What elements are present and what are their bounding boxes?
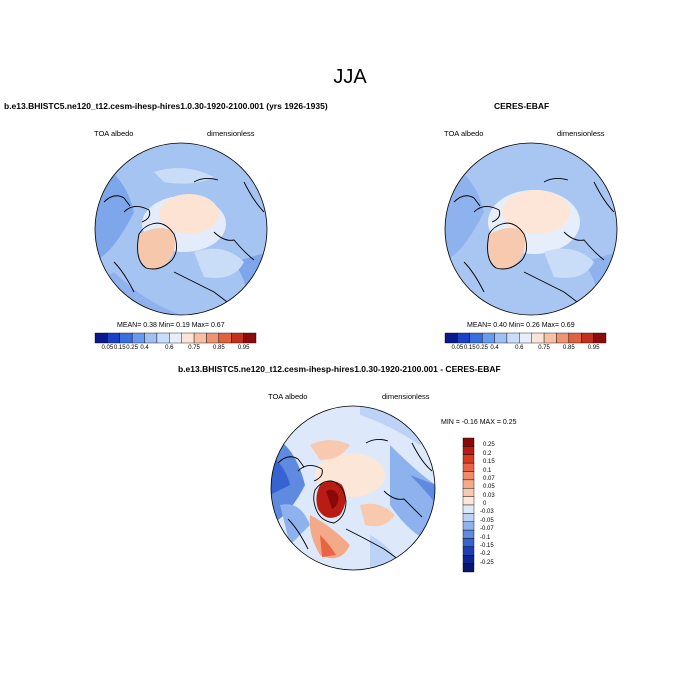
model-panel-title: b.e13.BHISTC5.ne120_t12.cesm-ihesp-hires… — [4, 101, 328, 111]
colorbar-swatch — [462, 563, 475, 573]
colorbar-tick-label: -0.15 — [480, 542, 494, 549]
colorbar-swatch — [462, 521, 475, 531]
colorbar-tick-label: 0.05 — [101, 345, 114, 351]
diff-colorbar-labels: 0.25 0.2 0.15 0.1 0.07 0.05 0.03 0 -0.03 -0.05 -0.… — [480, 438, 520, 572]
colorbar-swatch — [231, 332, 244, 344]
colorbar-tick-label: 0.95 — [237, 345, 250, 351]
model-polar-map — [94, 142, 268, 316]
obs-variable-label: TOA albedo — [444, 129, 484, 138]
colorbar-tick-label: 0.25 — [476, 345, 488, 351]
colorbar-tick-label: -0.03 — [480, 509, 494, 516]
colorbar-tick-label: -0.1 — [480, 534, 491, 541]
colorbar-swatch — [462, 462, 475, 472]
colorbar-tick-label: 0.15 — [113, 345, 126, 351]
colorbar-swatch — [94, 332, 108, 344]
colorbar-swatch — [206, 332, 220, 344]
colorbar-tick-label: 0.15 — [483, 459, 495, 466]
colorbar-swatch — [462, 546, 475, 556]
diff-polar-map — [270, 405, 436, 571]
colorbar-tick-label: 0.25 — [483, 442, 495, 449]
colorbar-tick-label: 0.95 — [587, 345, 600, 351]
colorbar-swatch — [506, 332, 520, 344]
colorbar-swatch — [462, 446, 475, 455]
colorbar-tick-label: 0 — [483, 501, 487, 507]
colorbar-swatch — [131, 332, 145, 344]
colorbar-tick-label: 0.6 — [165, 345, 174, 351]
colorbar-swatch — [462, 555, 475, 564]
colorbar-swatch — [556, 332, 570, 344]
colorbar-swatch — [462, 538, 475, 548]
colorbar-swatch — [462, 454, 475, 464]
colorbar-swatch — [181, 332, 195, 344]
diff-colorbar — [462, 437, 475, 573]
obs-polar-map — [444, 142, 618, 316]
colorbar-swatch — [494, 332, 508, 344]
colorbar-swatch — [462, 513, 475, 522]
diff-stats: MIN = -0.16 MAX = 0.25 — [441, 419, 517, 426]
colorbar-swatch — [462, 479, 475, 489]
colorbar-swatch — [169, 332, 182, 344]
obs-colorbar-labels: 0.05 0.15 0.25 0.4 0.6 0.75 0.85 0.95 — [445, 345, 606, 355]
colorbar-tick-label: 0.75 — [538, 345, 550, 351]
colorbar-tick-label: 0.25 — [126, 345, 138, 351]
colorbar-tick-label: 0.85 — [213, 345, 225, 351]
colorbar-tick-label: 0.4 — [140, 345, 149, 351]
model-stats: MEAN= 0.38 Min= 0.19 Max= 0.67 — [117, 322, 225, 329]
colorbar-swatch — [462, 496, 475, 506]
season-title: JJA — [333, 66, 367, 88]
colorbar-tick-label: -0.25 — [480, 559, 494, 566]
diff-units-label: dimensionless — [382, 392, 430, 401]
colorbar-tick-label: 0.05 — [451, 345, 464, 351]
colorbar-swatch — [119, 332, 133, 344]
obs-stats: MEAN= 0.40 Min= 0.26 Max= 0.69 — [467, 322, 575, 329]
colorbar-tick-label: 0.75 — [188, 345, 200, 351]
colorbar-swatch — [462, 529, 475, 539]
colorbar-tick-label: -0.07 — [480, 526, 494, 533]
colorbar-swatch — [193, 332, 207, 344]
colorbar-tick-label: 0.85 — [563, 345, 575, 351]
colorbar-tick-label: -0.05 — [480, 517, 494, 524]
colorbar-swatch — [462, 504, 475, 514]
colorbar-swatch — [462, 437, 475, 447]
colorbar-swatch — [519, 332, 532, 344]
diff-panel-title: b.e13.BHISTC5.ne120_t12.cesm-ihesp-hires… — [178, 364, 501, 374]
obs-colorbar — [444, 332, 607, 344]
colorbar-swatch — [469, 332, 483, 344]
colorbar-tick-label: -0.2 — [480, 551, 491, 558]
colorbar-swatch — [481, 332, 495, 344]
colorbar-swatch — [581, 332, 594, 344]
colorbar-tick-label: 0.15 — [463, 345, 476, 351]
colorbar-tick-label: 0.03 — [483, 492, 495, 499]
colorbar-swatch — [462, 488, 475, 497]
colorbar-swatch — [457, 332, 470, 344]
colorbar-tick-label: 0.2 — [483, 450, 492, 457]
colorbar-swatch — [568, 332, 582, 344]
model-variable-label: TOA albedo — [94, 129, 134, 138]
colorbar-tick-label: 0.05 — [483, 484, 495, 491]
colorbar-swatch — [543, 332, 557, 344]
colorbar-swatch — [531, 332, 545, 344]
model-colorbar-labels: 0.05 0.15 0.25 0.4 0.6 0.75 0.85 0.95 — [95, 345, 256, 355]
obs-units-label: dimensionless — [557, 129, 605, 138]
colorbar-swatch — [107, 332, 120, 344]
colorbar-swatch — [444, 332, 458, 344]
colorbar-swatch — [156, 332, 170, 344]
colorbar-tick-label: 0.07 — [483, 475, 495, 482]
colorbar-tick-label: 0.6 — [515, 345, 524, 351]
colorbar-swatch — [593, 332, 607, 344]
obs-panel-title: CERES-EBAF — [494, 101, 550, 111]
colorbar-tick-label: 0.4 — [490, 345, 499, 351]
colorbar-swatch — [243, 332, 257, 344]
colorbar-swatch — [462, 471, 475, 481]
colorbar-swatch — [144, 332, 158, 344]
diff-variable-label: TOA albedo — [268, 392, 308, 401]
colorbar-tick-label: 0.1 — [483, 467, 492, 474]
colorbar-swatch — [218, 332, 232, 344]
model-colorbar — [94, 332, 257, 344]
model-units-label: dimensionless — [207, 129, 255, 138]
